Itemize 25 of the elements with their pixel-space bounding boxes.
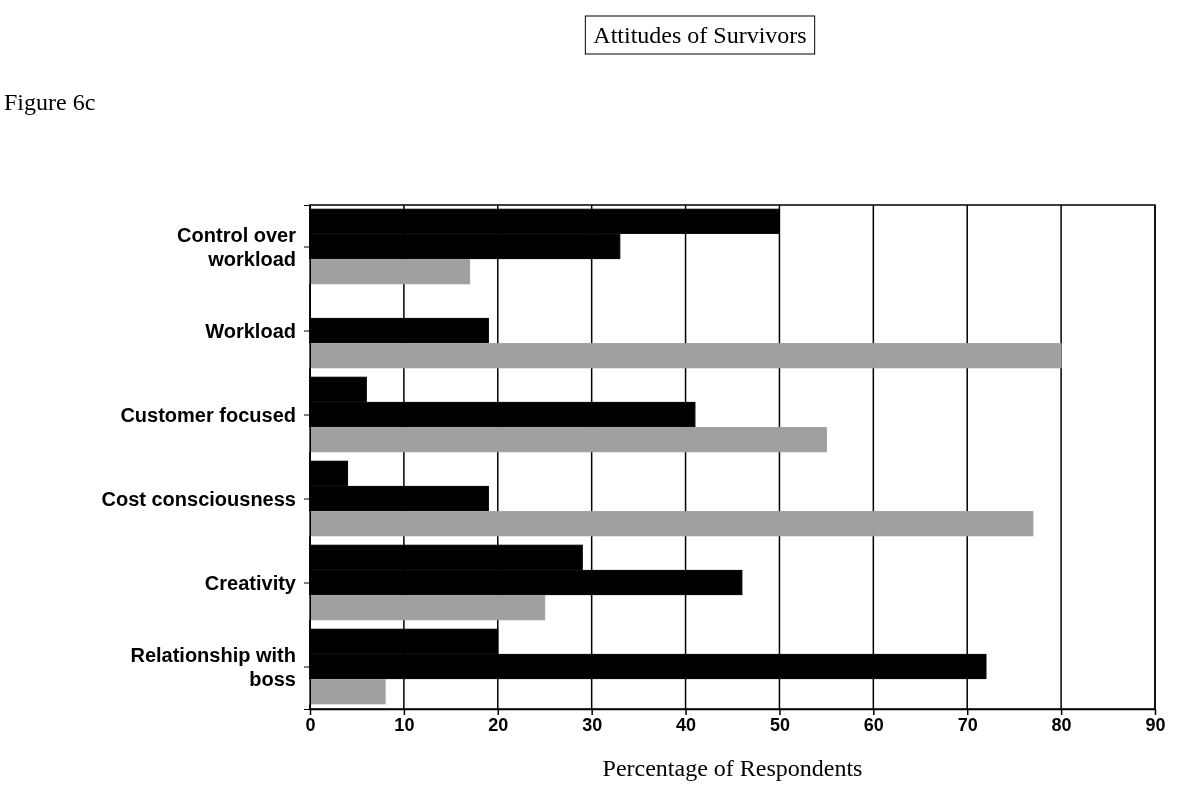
x-tick-label: 10 xyxy=(394,714,415,735)
x-tick-label: 80 xyxy=(1051,714,1072,735)
bar xyxy=(309,259,471,285)
x-tick-label: 20 xyxy=(488,714,509,735)
bar xyxy=(309,511,1034,537)
x-tick-label: 50 xyxy=(769,714,790,735)
x-axis-title: Percentage of Respondents xyxy=(602,755,863,781)
x-tick-label: 70 xyxy=(957,714,978,735)
y-tick-label: Customer focused xyxy=(120,404,296,426)
y-tick-label: Control over workload xyxy=(177,224,297,270)
y-tick-label: Creativity xyxy=(204,572,297,594)
x-tick-label: 90 xyxy=(1145,714,1166,735)
bar xyxy=(309,427,827,453)
caption: Figure 6c xyxy=(4,89,96,115)
y-tick-label: Workload xyxy=(205,320,296,342)
x-tick-label: 0 xyxy=(305,714,316,735)
bar xyxy=(309,595,546,621)
x-tick-label: 30 xyxy=(582,714,603,735)
bar xyxy=(309,679,386,705)
bar xyxy=(309,343,1062,369)
y-tick-label: Relationship with boss xyxy=(130,644,296,690)
x-tick-label: 40 xyxy=(676,714,697,735)
chart-title: Attitudes of Survivors xyxy=(593,22,807,48)
x-tick-label: 60 xyxy=(863,714,884,735)
y-tick-label: Cost consciousness xyxy=(101,488,296,510)
